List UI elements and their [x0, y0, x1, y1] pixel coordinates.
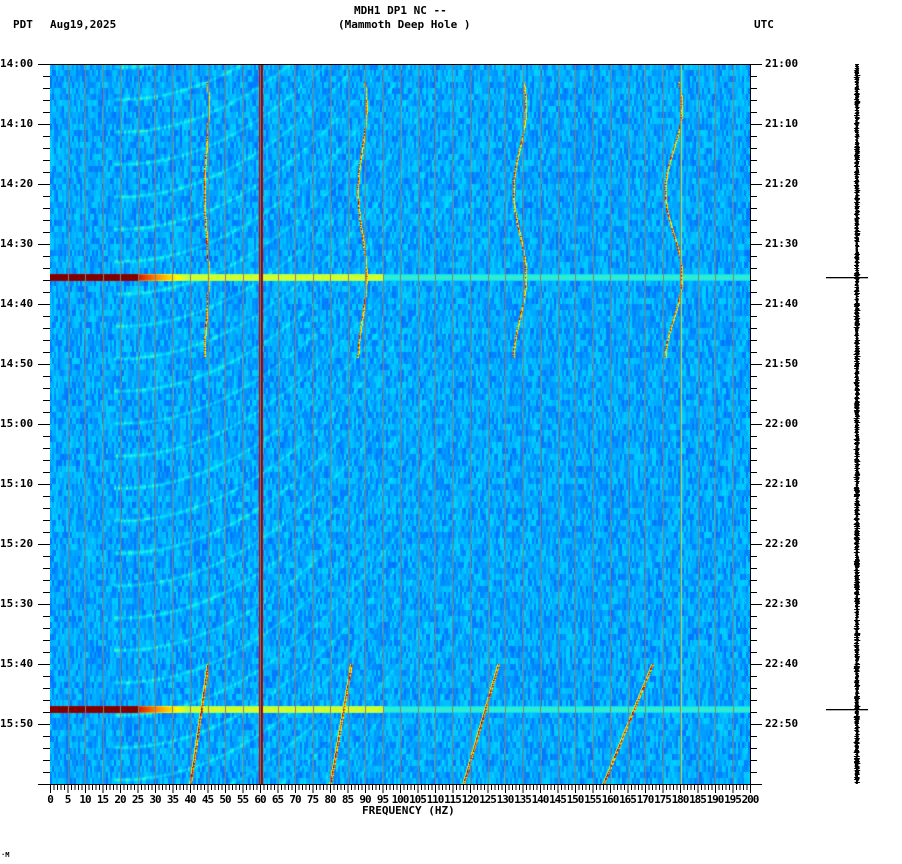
y-tick-right: 22:10 — [765, 477, 799, 490]
x-tick: 160 — [601, 793, 620, 806]
x-tick: 5 — [64, 793, 72, 806]
station-title: MDH1 DP1 NC -- — [354, 4, 447, 17]
x-tick: 200 — [741, 793, 760, 806]
x-tick: 190 — [706, 793, 725, 806]
y-tick-left: 15:30 — [0, 597, 34, 610]
x-tick: 40 — [184, 793, 196, 806]
right-timezone-label: UTC — [754, 18, 774, 31]
x-tick: 85 — [341, 793, 354, 806]
x-tick: 45 — [201, 793, 214, 806]
x-tick: 185 — [689, 793, 707, 806]
spectrogram-canvas — [50, 64, 750, 784]
x-tick: 100 — [391, 793, 410, 806]
x-tick: 20 — [114, 793, 126, 806]
x-tick: 105 — [409, 793, 427, 806]
x-tick: 30 — [149, 793, 161, 806]
x-tick: 155 — [584, 793, 602, 806]
y-tick-left: 15:00 — [0, 417, 34, 430]
x-tick: 75 — [306, 793, 319, 806]
y-tick-left: 15:40 — [0, 657, 34, 670]
y-tick-right: 21:40 — [765, 297, 799, 310]
x-axis-title: FREQUENCY (HZ) — [362, 804, 455, 817]
x-tick: 145 — [549, 793, 567, 806]
x-tick: 110 — [426, 793, 445, 806]
y-tick-right: 22:40 — [765, 657, 799, 670]
date-label: Aug19,2025 — [50, 18, 117, 31]
corner-mark: ·M — [1, 851, 10, 859]
y-tick-left: 14:50 — [0, 357, 34, 370]
spectrogram-plot — [50, 64, 750, 784]
x-tick: 35 — [166, 793, 179, 806]
x-tick: 90 — [359, 793, 371, 806]
x-tick: 70 — [289, 793, 301, 806]
seismic-trace — [826, 64, 868, 784]
x-tick: 175 — [654, 793, 672, 806]
x-tick: 55 — [236, 793, 249, 806]
x-tick: 115 — [444, 793, 462, 806]
x-tick: 95 — [376, 793, 389, 806]
x-tick: 50 — [219, 793, 231, 806]
x-tick: 180 — [671, 793, 690, 806]
y-tick-left: 14:40 — [0, 297, 34, 310]
y-tick-left: 14:20 — [0, 177, 34, 190]
x-tick: 65 — [271, 793, 284, 806]
x-tick: 10 — [79, 793, 91, 806]
y-tick-right: 21:00 — [765, 57, 799, 70]
left-timezone-label: PDT — [13, 18, 33, 31]
x-tick: 15 — [96, 793, 109, 806]
y-tick-left: 15:20 — [0, 537, 34, 550]
x-tick: 195 — [724, 793, 742, 806]
x-tick: 130 — [496, 793, 515, 806]
x-tick: 165 — [619, 793, 637, 806]
y-tick-left: 14:00 — [0, 57, 34, 70]
y-tick-right: 22:50 — [765, 717, 799, 730]
y-tick-left: 14:10 — [0, 117, 34, 130]
x-tick: 150 — [566, 793, 585, 806]
x-tick: 25 — [131, 793, 144, 806]
station-subtitle: (Mammoth Deep Hole ) — [338, 18, 471, 31]
y-tick-right: 22:20 — [765, 537, 799, 550]
y-tick-left: 15:50 — [0, 717, 34, 730]
x-tick: 135 — [514, 793, 532, 806]
y-tick-right: 22:00 — [765, 417, 799, 430]
y-tick-right: 21:10 — [765, 117, 799, 130]
x-tick: 80 — [324, 793, 336, 806]
x-tick: 0 — [47, 793, 54, 806]
y-tick-right: 22:30 — [765, 597, 799, 610]
y-tick-right: 21:20 — [765, 177, 799, 190]
y-tick-left: 14:30 — [0, 237, 34, 250]
x-tick: 120 — [461, 793, 480, 806]
x-tick: 125 — [479, 793, 497, 806]
x-tick: 60 — [254, 793, 266, 806]
y-tick-left: 15:10 — [0, 477, 34, 490]
y-tick-right: 21:30 — [765, 237, 799, 250]
x-tick: 140 — [531, 793, 550, 806]
x-tick: 170 — [636, 793, 655, 806]
y-tick-right: 21:50 — [765, 357, 799, 370]
